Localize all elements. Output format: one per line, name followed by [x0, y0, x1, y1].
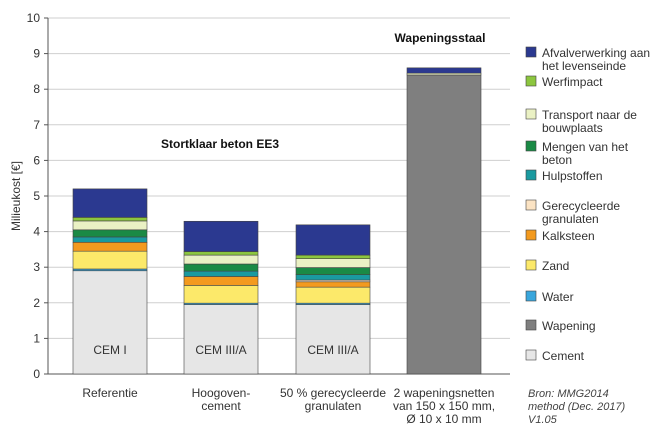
- bar-segment: [72, 250, 148, 270]
- bar-segment: [295, 258, 371, 268]
- legend-swatch: [525, 290, 537, 302]
- y-tick-label: 8: [33, 82, 40, 96]
- bar-segment: [183, 270, 259, 277]
- x-category-label: Hoogoven-: [192, 386, 251, 400]
- bar-segment: [295, 254, 371, 259]
- source-note: V1.05: [528, 414, 558, 426]
- legend-label: Gerecycleerde: [542, 199, 620, 213]
- bar-segment: [183, 220, 259, 252]
- bar-segment: [295, 304, 371, 375]
- legend-label: Werfimpact: [542, 75, 603, 89]
- y-tick-label: 6: [33, 153, 40, 167]
- source-note: method (Dec. 2017): [528, 401, 626, 413]
- legend-label: het levenseinde: [542, 59, 626, 73]
- bar-inner-label: CEM III/A: [195, 343, 246, 357]
- bar-segment: [183, 251, 259, 256]
- source-note: Bron: MMG2014: [528, 388, 609, 400]
- y-tick-label: 2: [33, 296, 40, 310]
- bar-segment: [72, 229, 148, 238]
- legend-swatch: [525, 75, 537, 87]
- legend-label: Hulpstoffen: [542, 169, 603, 183]
- x-category-label: cement: [201, 399, 241, 413]
- bar-segment: [295, 224, 371, 256]
- legend-swatch: [525, 349, 537, 361]
- legend-swatch: [525, 199, 537, 211]
- legend-label: granulaten: [542, 212, 599, 226]
- bar-segment: [183, 285, 259, 304]
- y-axis-label: Milieukost [€]: [9, 161, 23, 231]
- legend-label: Mengen van het: [542, 140, 629, 154]
- legend-swatch: [525, 259, 537, 271]
- legend-label: bouwplaats: [542, 121, 603, 135]
- x-category-label: Ø 10 x 10 mm: [406, 412, 481, 426]
- legend-swatch: [525, 140, 537, 152]
- y-tick-label: 9: [33, 47, 40, 61]
- bar-inner-label: CEM I: [93, 343, 126, 357]
- legend-label: Zand: [542, 259, 569, 273]
- y-tick-label: 7: [33, 118, 40, 132]
- x-category-label: 50 % gerecycleerde: [280, 386, 386, 400]
- legend-swatch: [525, 319, 537, 331]
- y-tick-label: 5: [33, 189, 40, 203]
- legend-swatch: [525, 229, 537, 241]
- bar-segment: [72, 270, 148, 375]
- legend-label: Water: [542, 290, 574, 304]
- legend-label: Kalksteen: [542, 229, 595, 243]
- bar-segment: [295, 267, 371, 275]
- x-category-label: Referentie: [82, 386, 138, 400]
- y-tick-label: 4: [33, 225, 40, 239]
- bar-segment: [72, 241, 148, 252]
- legend-label: beton: [542, 153, 572, 167]
- bar-segment: [295, 286, 371, 304]
- legend-swatch: [525, 108, 537, 120]
- bar-segment: [183, 254, 259, 265]
- x-category-label: 2 wapeningsnetten: [394, 386, 495, 400]
- y-tick-label: 10: [27, 11, 41, 25]
- bar-segment: [72, 188, 148, 218]
- legend-label: Afvalverwerking aan: [542, 46, 650, 60]
- bar-segment: [72, 217, 148, 222]
- bar-segment: [406, 74, 482, 375]
- legend-label: Cement: [542, 349, 585, 363]
- legend-swatch: [525, 169, 537, 181]
- legend-label: Wapening: [542, 319, 596, 333]
- annotation-steel: Wapeningsstaal: [395, 31, 486, 45]
- bar-segment: [295, 281, 371, 288]
- annotation-concrete: Stortklaar beton EE3: [161, 137, 279, 151]
- bar-segment: [295, 274, 371, 281]
- y-tick-label: 0: [33, 367, 40, 381]
- bar-segment: [72, 236, 148, 243]
- bar-segment: [183, 304, 259, 375]
- legend-swatch: [525, 46, 537, 58]
- legend-label: Transport naar de: [542, 108, 637, 122]
- y-tick-label: 3: [33, 260, 40, 274]
- bar-inner-label: CEM III/A: [307, 343, 358, 357]
- bar-segment: [72, 220, 148, 231]
- x-category-label: granulaten: [305, 399, 362, 413]
- bar-segment: [406, 67, 482, 74]
- x-category-label: van 150 x 150 mm,: [393, 399, 495, 413]
- y-tick-label: 1: [33, 331, 40, 345]
- bar-segment: [183, 276, 259, 286]
- bar-segment: [183, 263, 259, 272]
